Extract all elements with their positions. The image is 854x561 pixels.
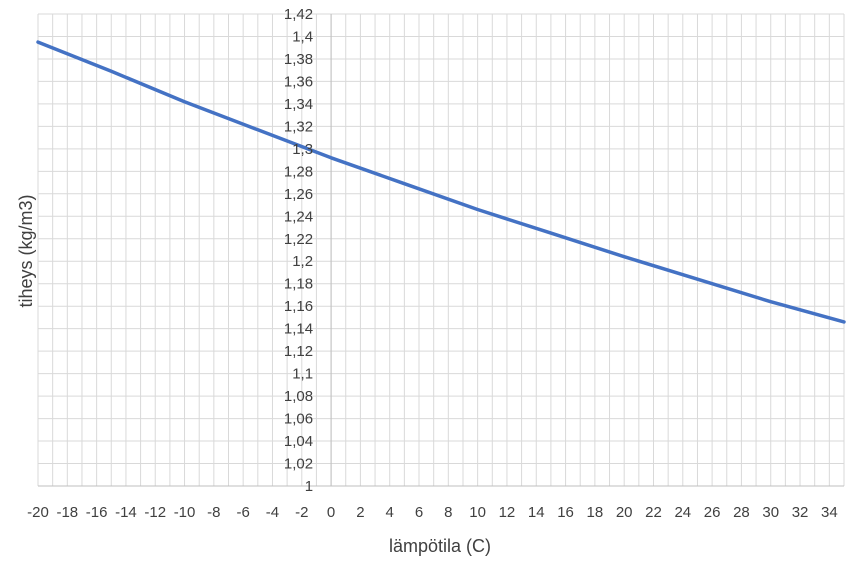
x-tick-label: -14: [115, 504, 137, 521]
x-tick-labels: -20 -18 -16 -14 -12 -10 -8 -6 -4 -2 0 2 4 6 8 10 12 14 16 1…: [27, 504, 838, 521]
x-tick-label: -2: [295, 504, 308, 521]
series-line: [36, 40, 846, 324]
x-tick-label: 28: [733, 504, 750, 521]
y-tick-label: 1,28: [284, 163, 313, 180]
y-tick-label: 1,26: [284, 186, 313, 203]
x-tick-label: -12: [144, 504, 166, 521]
x-tick-label: 6: [415, 504, 423, 521]
y-tick-label: 1: [305, 478, 313, 495]
y-tick-label: 1,36: [284, 73, 313, 90]
gridlines: [37, 13, 845, 487]
y-tick-label: 1,4: [292, 28, 313, 45]
x-tick-label: 14: [528, 504, 545, 521]
y-tick-label: 1,12: [284, 343, 313, 360]
x-tick-label: -8: [207, 504, 220, 521]
y-tick-label: 1,02: [284, 456, 313, 473]
x-tick-label: 18: [587, 504, 604, 521]
x-tick-label: 26: [704, 504, 721, 521]
y-tick-label: 1,08: [284, 388, 313, 405]
y-tick-label: 1,34: [284, 96, 313, 113]
x-tick-label: 30: [762, 504, 779, 521]
x-tick-label: -10: [174, 504, 196, 521]
y-tick-label: 1,14: [284, 321, 313, 338]
y-tick-label: 1,2: [292, 253, 313, 270]
y-tick-label: 1,04: [284, 433, 313, 450]
x-axis-title: lämpötila (C): [389, 536, 491, 556]
y-tick-label: 1,22: [284, 231, 313, 248]
x-tick-label: 20: [616, 504, 633, 521]
y-tick-label: 1,38: [284, 51, 313, 68]
y-tick-label: 1,1: [292, 366, 313, 383]
x-tick-label: 32: [792, 504, 809, 521]
y-tick-label: 1,24: [284, 208, 313, 225]
y-tick-label: 1,32: [284, 118, 313, 135]
x-tick-label: 10: [469, 504, 486, 521]
x-tick-label: 4: [386, 504, 394, 521]
x-tick-label: -6: [236, 504, 249, 521]
x-tick-label: 16: [557, 504, 574, 521]
x-tick-label: 22: [645, 504, 662, 521]
y-tick-label: 1,06: [284, 411, 313, 428]
y-tick-label: 1,18: [284, 276, 313, 293]
axes: [38, 14, 844, 487]
x-tick-label: -16: [86, 504, 108, 521]
x-tick-label: 2: [356, 504, 364, 521]
x-tick-label: -20: [27, 504, 49, 521]
x-tick-label: -4: [266, 504, 279, 521]
x-tick-label: -18: [56, 504, 78, 521]
y-tick-labels: 1 1,02 1,04 1,06 1,08 1,1 1,12 1,14 1,16 1,18 1,2 1…: [284, 6, 313, 495]
x-tick-label: 12: [499, 504, 516, 521]
y-axis-title: tiheys (kg/m3): [16, 194, 36, 307]
x-tick-label: 0: [327, 504, 335, 521]
y-tick-label: 1,16: [284, 298, 313, 315]
x-tick-label: 34: [821, 504, 838, 521]
x-tick-label: 24: [674, 504, 691, 521]
y-tick-label: 1,42: [284, 6, 313, 23]
x-tick-label: 8: [444, 504, 452, 521]
series-layer: [36, 40, 846, 324]
y-tick-label: 1,3: [292, 141, 313, 158]
